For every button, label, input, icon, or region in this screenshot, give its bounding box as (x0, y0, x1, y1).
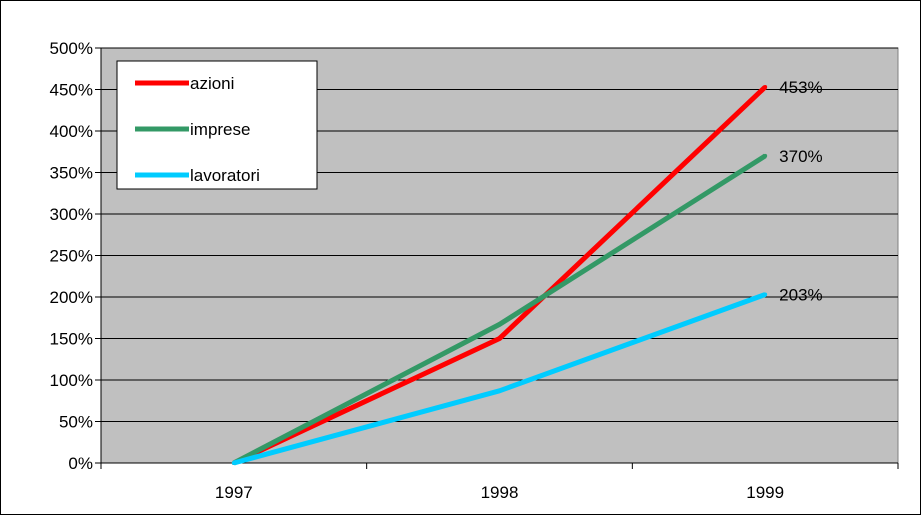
y-tick-label: 350% (50, 164, 93, 183)
y-tick-label: 0% (68, 454, 93, 473)
data-point (763, 292, 768, 297)
data-point (497, 388, 502, 393)
x-tick-label: 1998 (481, 483, 519, 502)
legend-label: azioni (190, 74, 234, 93)
y-tick-label: 150% (50, 330, 93, 349)
y-tick-label: 200% (50, 288, 93, 307)
y-tick-label: 100% (50, 371, 93, 390)
y-tick-label: 400% (50, 122, 93, 141)
y-tick-label: 500% (50, 39, 93, 58)
x-tick-label: 1997 (215, 483, 253, 502)
y-tick-label: 50% (59, 413, 93, 432)
data-point (763, 153, 768, 158)
series-lines (231, 85, 768, 466)
legend-label: lavoratori (190, 166, 260, 185)
y-tick-label: 300% (50, 205, 93, 224)
y-tick-label: 450% (50, 81, 93, 100)
x-tick-label: 1999 (746, 483, 784, 502)
data-point (497, 322, 502, 327)
data-label: 370% (779, 147, 822, 166)
data-label: 203% (779, 286, 822, 305)
data-point (231, 461, 236, 465)
data-point (497, 336, 502, 341)
data-labels: 453% 370% 203% (779, 78, 822, 305)
legend: azioni imprese lavoratori (116, 60, 318, 190)
y-tick-label: 250% (50, 247, 93, 266)
data-point (763, 85, 768, 90)
legend-label: imprese (190, 120, 250, 139)
data-label: 453% (779, 78, 822, 97)
